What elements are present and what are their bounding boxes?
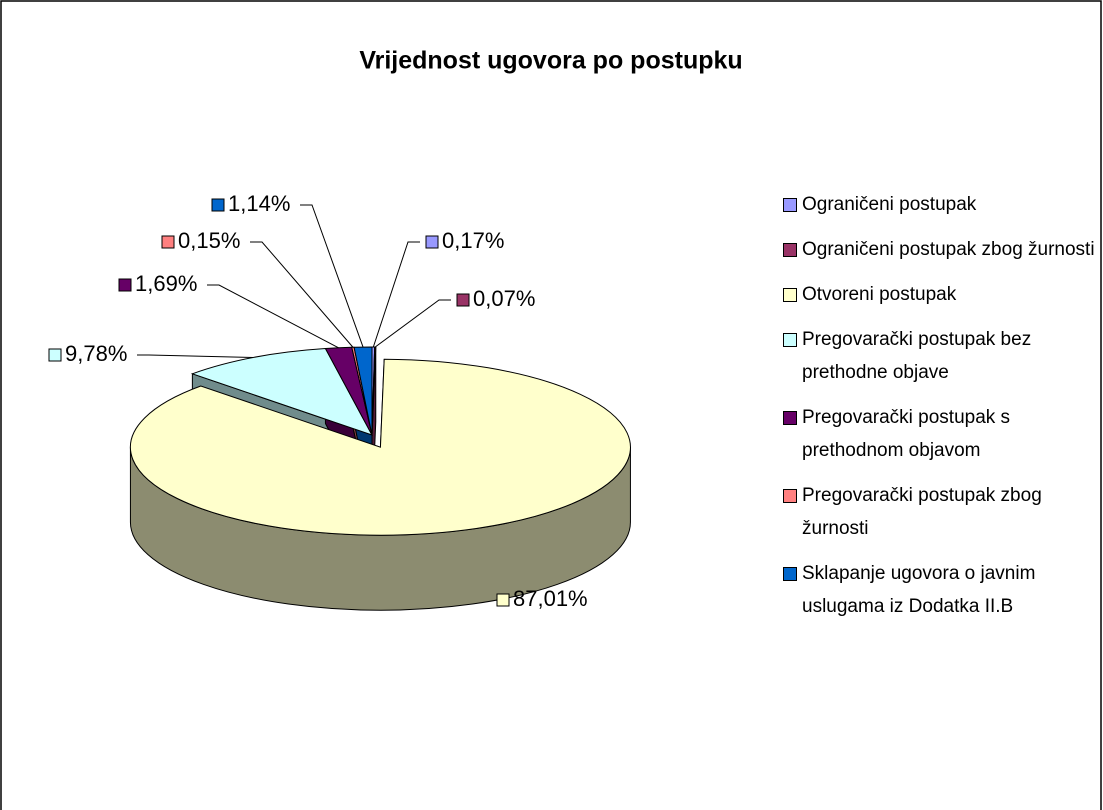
chart-title: Vrijednost ugovora po postupku: [359, 47, 742, 75]
label-swatch: [456, 293, 470, 307]
slice: [353, 346, 373, 436]
legend-swatch: [783, 567, 797, 581]
label-swatch: [48, 348, 62, 362]
leader-line: [372, 241, 420, 348]
label-swatch: [161, 235, 175, 249]
slice: [190, 348, 374, 436]
data-label: 0,15%: [178, 228, 240, 253]
leader-line: [137, 354, 254, 359]
legend-label: Otvoreni postupak: [802, 284, 957, 305]
data-label: 1,14%: [228, 191, 290, 216]
leader-line: [300, 204, 364, 348]
data-label: 9,78%: [65, 341, 127, 366]
legend-item: Pregovarački postupak zbog žurnosti: [783, 479, 1101, 545]
data-label: 0,17%: [442, 228, 504, 253]
legend-swatch: [783, 333, 797, 347]
legend-label: Sklapanje ugovora o javnim uslugama iz D…: [802, 563, 1036, 617]
leader-line: [207, 284, 339, 349]
legend-label: Pregovarački postupak s prethodnom objav…: [802, 407, 1011, 461]
pie: [129, 346, 631, 611]
label-swatch: [425, 235, 439, 249]
data-label: 0,07%: [473, 286, 535, 311]
leader-line: [374, 299, 451, 348]
label-swatch: [118, 278, 132, 292]
legend-item: Otvoreni postupak: [783, 278, 1101, 311]
label-swatch: [496, 593, 510, 607]
legend-label: Ograničeni postupak: [802, 194, 977, 215]
legend-item: Ograničeni postupak zbog žurnosti: [783, 233, 1101, 266]
legend-label: Ograničeni postupak zbog žurnosti: [802, 239, 1095, 260]
data-label: 1,69%: [135, 271, 197, 296]
slice: [129, 358, 631, 536]
label-swatch: [211, 198, 225, 212]
leader-line: [250, 241, 354, 348]
data-label: 87,01%: [513, 586, 588, 611]
legend-item: Sklapanje ugovora o javnim uslugama iz D…: [783, 557, 1101, 623]
legend-swatch: [783, 288, 797, 302]
legend: Ograničeni postupak Ograničeni postupak z…: [783, 188, 1101, 635]
legend-item: Pregovarački postupak bez prethodne obja…: [783, 323, 1101, 389]
legend-swatch: [783, 489, 797, 503]
legend-swatch: [783, 243, 797, 257]
legend-swatch: [783, 411, 797, 425]
legend-label: Pregovarački postupak bez prethodne obja…: [802, 329, 1032, 383]
legend-item: Ograničeni postupak: [783, 188, 1101, 221]
legend-label: Pregovarački postupak zbog žurnosti: [802, 485, 1042, 539]
legend-item: Pregovarački postupak s prethodnom objav…: [783, 401, 1101, 467]
legend-swatch: [783, 198, 797, 212]
